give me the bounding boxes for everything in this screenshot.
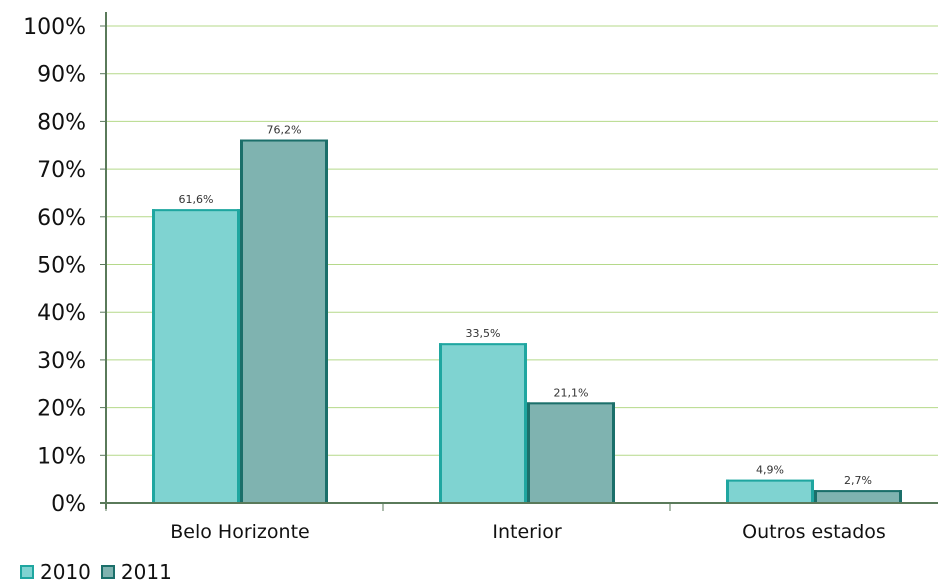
data-label-2011-0: 76,2% [267, 124, 302, 137]
data-label-2010-0: 61,6% [179, 193, 214, 206]
x-tick-label-2: Outros estados [742, 521, 886, 543]
bar-fill [726, 479, 814, 503]
bar-edge-left [152, 209, 155, 503]
bar-edge-right [811, 479, 814, 503]
legend-item-2011: 2011 [100, 560, 172, 584]
bar-fill [240, 139, 328, 503]
legend: 2010 2011 [20, 561, 182, 583]
labels: 0% 10% 20% 30% 40% 50% 60% 70% 80% 90% 100% 61,6% 33… [23, 15, 886, 543]
bar-edge-right [612, 402, 615, 503]
x-tick-label-1: Interior [492, 521, 561, 543]
bar-2010-0 [152, 209, 240, 503]
y-tick-label-50: 50% [37, 254, 86, 279]
bar-edge-top [726, 479, 814, 482]
bar-edge-left [726, 479, 729, 503]
data-label-2010-1: 33,5% [466, 327, 501, 340]
y-tick-label-0: 0% [51, 492, 86, 517]
bar-2010-1 [439, 343, 527, 503]
legend-swatch-2011 [100, 565, 115, 579]
y-tick-label-90: 90% [37, 63, 86, 88]
bar-edge-left [240, 139, 243, 503]
bar-edge-left [527, 402, 530, 503]
y-tick-label-20: 20% [37, 397, 86, 422]
bar-2011-0 [240, 139, 328, 503]
data-label-2010-2: 4,9% [756, 464, 784, 477]
data-label-2011-1: 21,1% [554, 386, 589, 399]
bar-edge-right [899, 490, 902, 503]
bar-2010-2 [726, 479, 814, 503]
bar-edge-top [240, 139, 328, 142]
bar-fill [814, 490, 902, 503]
legend-item-2010: 2010 [20, 561, 91, 583]
bar-edge-right [524, 343, 527, 503]
bar-edge-left [439, 343, 442, 503]
y-tick-label-10: 10% [37, 444, 86, 469]
bar-2011-1 [527, 402, 615, 503]
bar-edge-top [152, 209, 240, 212]
axes [100, 12, 938, 511]
legend-label-2011: 2011 [120, 560, 172, 584]
bar-fill [439, 343, 527, 503]
bar-fill [152, 209, 240, 503]
bar-2011-2 [814, 490, 902, 503]
legend-label-2010: 2010 [40, 560, 91, 584]
y-tick-label-70: 70% [37, 158, 86, 183]
bar-edge-right [237, 209, 240, 503]
bar-edge-top [814, 490, 902, 493]
y-tick-label-60: 60% [37, 206, 86, 231]
y-tick-label-80: 80% [37, 110, 86, 135]
bar-edge-top [439, 343, 527, 346]
legend-swatch-2010 [20, 565, 34, 579]
bar-edge-top [527, 402, 615, 405]
bar-fill [527, 402, 615, 503]
bar-edge-left [814, 490, 817, 503]
bars [152, 139, 902, 503]
x-tick-label-0: Belo Horizonte [170, 521, 309, 543]
y-tick-label-30: 30% [37, 349, 86, 374]
y-tick-label-40: 40% [37, 301, 86, 326]
data-label-2011-2: 2,7% [844, 474, 872, 487]
bar-edge-right [325, 139, 328, 503]
y-tick-label-100: 100% [23, 15, 86, 40]
